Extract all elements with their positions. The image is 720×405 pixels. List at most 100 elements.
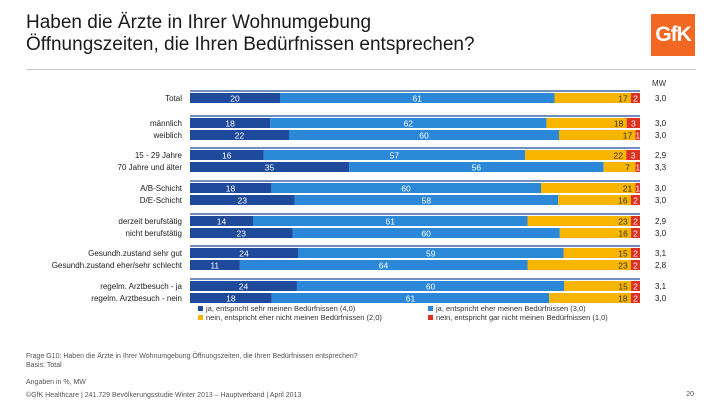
data-label: 60 (401, 184, 411, 194)
data-label: 60 (421, 229, 431, 239)
bar-segment (289, 130, 559, 140)
bar-segment (549, 293, 631, 303)
legend-label: ja, entspricht eher meinen Bedürfnissen … (435, 304, 586, 313)
mw-value: 2,8 (655, 261, 667, 270)
gfk-logo: GfK (651, 14, 695, 56)
row-label: Gesundh.zustand eher/sehr schlecht (52, 261, 183, 270)
legend-swatch (198, 306, 203, 311)
data-label: 58 (422, 196, 432, 206)
bar-segment (239, 260, 528, 270)
bar-segment (190, 228, 293, 238)
data-label: 24 (239, 282, 249, 292)
bar-segment (190, 162, 350, 172)
data-label: 2 (633, 282, 638, 292)
mw-value: 3,1 (655, 282, 667, 291)
mw-value: 3,0 (655, 294, 667, 303)
row-label: regelm. Arztbesuch - ja (100, 282, 182, 291)
data-label: 14 (217, 217, 227, 227)
bar-segment (630, 195, 640, 205)
bar-segment (294, 195, 559, 205)
bar-segment (190, 93, 280, 103)
bar-segment (525, 150, 627, 160)
legend-swatch (428, 306, 433, 311)
data-label: 62 (404, 119, 414, 129)
bar-segment (296, 281, 565, 291)
legend-label: ja, entspricht sehr meinen Bedürfnissen … (205, 304, 356, 313)
data-label: 21 (623, 184, 633, 194)
page-title: Haben die Ärzte in Ihrer Wohnumgebung Öf… (26, 12, 475, 56)
data-label: 16 (618, 229, 628, 239)
bar-segment (558, 195, 631, 205)
mw-header: MW (652, 79, 667, 88)
data-label: 57 (390, 151, 400, 161)
bar-segment (554, 93, 631, 103)
page-number: 20 (686, 391, 694, 398)
data-label: 18 (225, 119, 235, 129)
header-divider (26, 69, 696, 70)
bar-segment (253, 216, 528, 226)
bar-segment (271, 183, 541, 193)
data-label: 22 (613, 151, 623, 161)
data-label: 22 (235, 131, 245, 141)
data-label: 1 (635, 131, 640, 141)
data-label: 64 (379, 261, 389, 271)
data-label: 2 (633, 261, 638, 271)
row-label: Total (165, 94, 182, 103)
bar-segment (630, 293, 640, 303)
data-label: 3 (631, 119, 636, 129)
bar-segment (280, 93, 555, 103)
data-label: 2 (633, 249, 638, 259)
data-label: 61 (386, 217, 396, 227)
bar-segment (271, 293, 550, 303)
row-label: Gesundh.zustand sehr gut (88, 249, 183, 258)
data-label: 15 (618, 282, 628, 292)
bar-segment (190, 150, 264, 160)
bar-segment (635, 130, 640, 140)
bar-segment (292, 228, 560, 238)
data-label: 17 (623, 131, 633, 141)
bar-segment (564, 281, 632, 291)
title-line-2: Öffnungszeiten, die Ihren Bedürfnissen e… (26, 34, 475, 55)
bar-segment (631, 260, 640, 270)
bar-segment (631, 248, 640, 258)
bar-segment (631, 228, 640, 238)
bar-segment (190, 260, 240, 270)
data-label: 16 (222, 151, 232, 161)
bar-segment (603, 162, 636, 172)
data-label: 17 (618, 94, 628, 104)
row-label: regelm. Arztbesuch - nein (91, 294, 182, 303)
legend-swatch (428, 315, 433, 320)
footer-units: Angaben in %, MW (26, 379, 86, 386)
data-label: 23 (618, 217, 628, 227)
footer-source: ©GfK Healthcare | 241.729 Bevölkerungsst… (26, 392, 302, 399)
footer-question: Frage G10: Haben die Ärzte in Ihrer Wohn… (26, 353, 358, 360)
bar-segment (298, 248, 564, 258)
mw-value: 3,0 (655, 196, 667, 205)
data-label: 23 (237, 229, 247, 239)
bar-segment (270, 118, 547, 128)
bar-segment (190, 130, 289, 140)
bar-segment (190, 281, 297, 291)
data-label: 56 (472, 163, 482, 173)
bar-segment (635, 183, 640, 193)
data-label: 2 (633, 229, 638, 239)
data-label: 60 (426, 282, 436, 292)
data-label: 61 (413, 94, 423, 104)
bar-segment (541, 183, 636, 193)
footer-basis: Basis: Total (26, 362, 62, 369)
row-label: derzeit berufstätig (118, 217, 182, 226)
data-label: 20 (230, 94, 240, 104)
bar-segment (190, 118, 271, 128)
data-label: 18 (618, 294, 628, 304)
row-label: nicht berufstätig (126, 229, 182, 238)
mw-value: 3,3 (655, 163, 667, 172)
row-label: A/B-Schicht (140, 184, 183, 193)
data-label: 61 (406, 294, 416, 304)
data-label: 18 (614, 119, 624, 129)
bar-segment (190, 195, 295, 205)
bar-segment (546, 118, 627, 128)
data-label: 7 (625, 163, 630, 173)
data-label: 15 (618, 249, 628, 259)
bar-segment (631, 281, 640, 291)
